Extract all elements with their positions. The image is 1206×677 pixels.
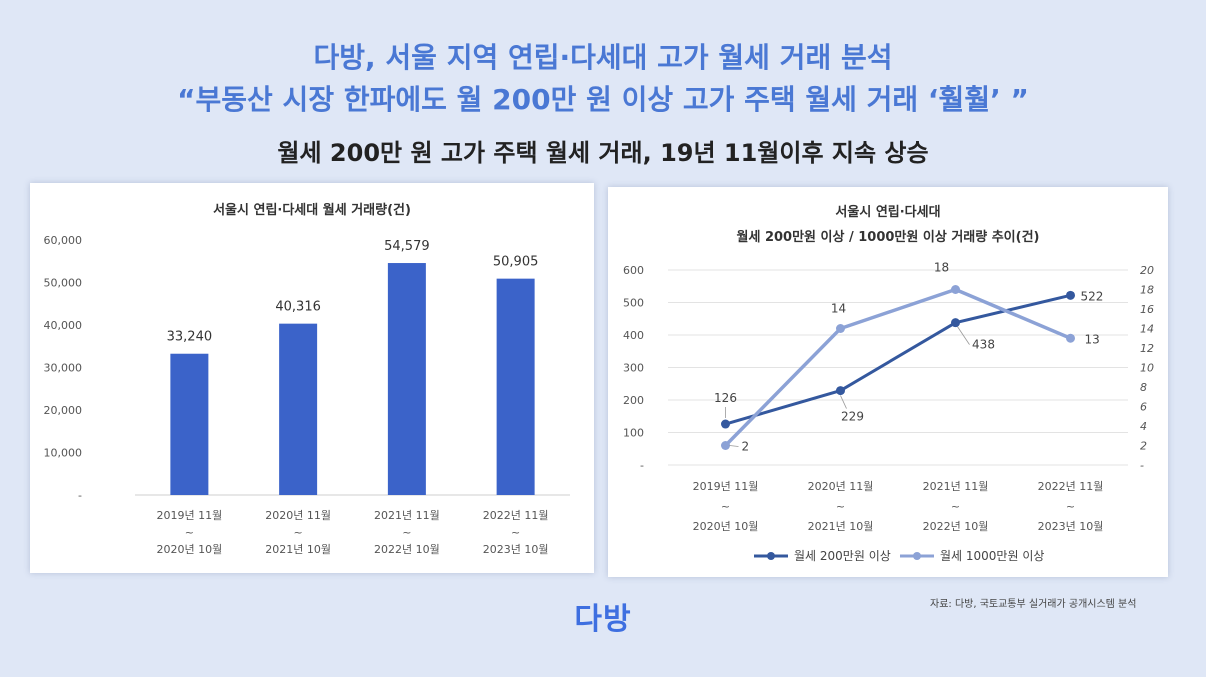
y-tick-label: -: [78, 489, 82, 502]
right-y-tick-label: 4: [1140, 420, 1147, 433]
left-y-tick-label: 600: [623, 264, 644, 277]
right-y-tick-label: 12: [1140, 342, 1154, 355]
x-category-label: ~: [1066, 500, 1075, 513]
x-category-label: 2020년 11월: [808, 480, 874, 493]
left-y-tick-label: 400: [623, 329, 644, 342]
data-label: 126: [714, 391, 737, 405]
left-y-tick-label: 300: [623, 362, 644, 375]
legend-swatch-marker: [913, 552, 921, 560]
x-category-label: 2022년 11월: [483, 509, 549, 522]
bar: [279, 323, 318, 495]
headline-line1: 다방, 서울 지역 연립·다세대 고가 월세 거래 분석: [313, 41, 893, 74]
data-label: 2: [742, 440, 750, 454]
x-category-label: 2021년 11월: [923, 480, 989, 493]
bar: [387, 263, 426, 495]
x-category-label: ~: [836, 500, 845, 513]
bar: [170, 353, 209, 495]
right-y-tick-label: 14: [1140, 323, 1154, 336]
headline-line2: “부동산 시장 한파에도 월 200만 원 이상 고가 주택 월세 거래 ‘훨훨…: [177, 83, 1029, 116]
y-tick-label: 10,000: [44, 447, 83, 460]
dabang-logo: 다방: [574, 602, 632, 637]
x-category-label: 2022년 11월: [1038, 480, 1104, 493]
series-point-1: [1066, 290, 1075, 300]
label-leader-line: [957, 326, 970, 345]
data-label: 14: [831, 302, 846, 316]
x-category-label: ~: [185, 526, 194, 539]
x-category-label: 2020년 10월: [157, 543, 223, 556]
bar-value-label: 50,905: [493, 255, 539, 270]
y-tick-label: 60,000: [44, 234, 83, 247]
series-point-2: [951, 285, 960, 294]
x-category-label: 2022년 10월: [374, 543, 440, 556]
series-line-1: [725, 293, 1071, 426]
right-y-tick-label: 2: [1140, 440, 1147, 453]
series-point-1: [721, 419, 730, 429]
right-y-tick-label: 20: [1140, 264, 1154, 277]
label-leader-line: [840, 395, 847, 409]
series-point-1: [951, 318, 960, 328]
data-label: 438: [972, 338, 995, 352]
legend-label: 월세 1000만원 이상: [940, 549, 1044, 563]
x-category-label: 2023년 10월: [1038, 520, 1104, 533]
x-category-label: ~: [951, 500, 960, 513]
source-note: 자료: 다방, 국토교통부 실거래가 공개시스템 분석: [930, 599, 1137, 610]
label-leader-line: [729, 445, 739, 447]
right-y-tick-label: -: [1140, 459, 1144, 472]
legend-label: 월세 200만원 이상: [794, 549, 891, 563]
right-y-tick-label: 8: [1140, 381, 1147, 394]
bar-chart: 서울시 연립·다세대 월세 거래량(건) - 10,000 20,000 30,000 4…: [44, 202, 570, 556]
line-chart-title: 서울시 연립·다세대: [835, 204, 940, 220]
x-category-label: 2021년 10월: [808, 520, 874, 533]
right-y-tick-label: 6: [1140, 401, 1147, 414]
right-y-tick-label: 18: [1140, 284, 1154, 297]
data-label: 229: [841, 410, 864, 424]
series-point-2: [721, 441, 730, 450]
right-y-tick-label: 16: [1140, 303, 1154, 316]
series-point-2: [1066, 333, 1075, 343]
x-category-label: 2020년 10월: [693, 520, 759, 533]
series-point-2: [836, 324, 845, 333]
x-category-label: 2023년 10월: [483, 543, 549, 556]
y-tick-label: 50,000: [44, 277, 83, 290]
x-category-label: 2022년 10월: [923, 520, 989, 533]
x-category-label: ~: [511, 526, 520, 539]
x-category-label: 2021년 10월: [265, 543, 331, 556]
data-label: 13: [1085, 332, 1100, 346]
data-label: 522: [1081, 289, 1104, 303]
x-category-label: ~: [294, 526, 303, 539]
data-label: 18: [934, 261, 949, 275]
subheadline: 월세 200만 원 고가 주택 월세 거래, 19년 11월이후 지속 상승: [277, 139, 929, 167]
x-category-label: 2020년 11월: [265, 509, 331, 522]
series-line-2: [724, 287, 1072, 447]
legend-swatch-marker: [767, 552, 775, 560]
right-y-tick-label: 10: [1140, 362, 1154, 375]
line-chart-title: 월세 200만원 이상 / 1000만원 이상 거래량 추이(건): [737, 229, 1040, 245]
x-category-label: 2019년 11월: [157, 509, 223, 522]
left-y-tick-label: -: [640, 459, 644, 472]
x-category-label: 2021년 11월: [374, 509, 440, 522]
left-y-tick-label: 500: [623, 297, 644, 310]
x-category-label: ~: [721, 500, 730, 513]
x-category-label: ~: [402, 526, 411, 539]
x-category-label: 2019년 11월: [693, 480, 759, 493]
left-y-tick-label: 100: [623, 427, 644, 440]
bar-value-label: 33,240: [167, 330, 213, 345]
left-y-tick-label: 200: [623, 394, 644, 407]
bar-chart-title: 서울시 연립·다세대 월세 거래량(건): [213, 202, 411, 218]
bar-value-label: 40,316: [275, 300, 321, 315]
bar-chart-panel: 서울시 연립·다세대 월세 거래량(건) - 10,000 20,000 30,000 4…: [30, 183, 594, 573]
y-tick-label: 30,000: [44, 362, 83, 375]
series-point-1: [836, 386, 845, 396]
bar-value-label: 54,579: [384, 239, 430, 254]
bar: [496, 278, 535, 495]
y-tick-label: 40,000: [44, 319, 83, 332]
y-tick-label: 20,000: [44, 404, 83, 417]
